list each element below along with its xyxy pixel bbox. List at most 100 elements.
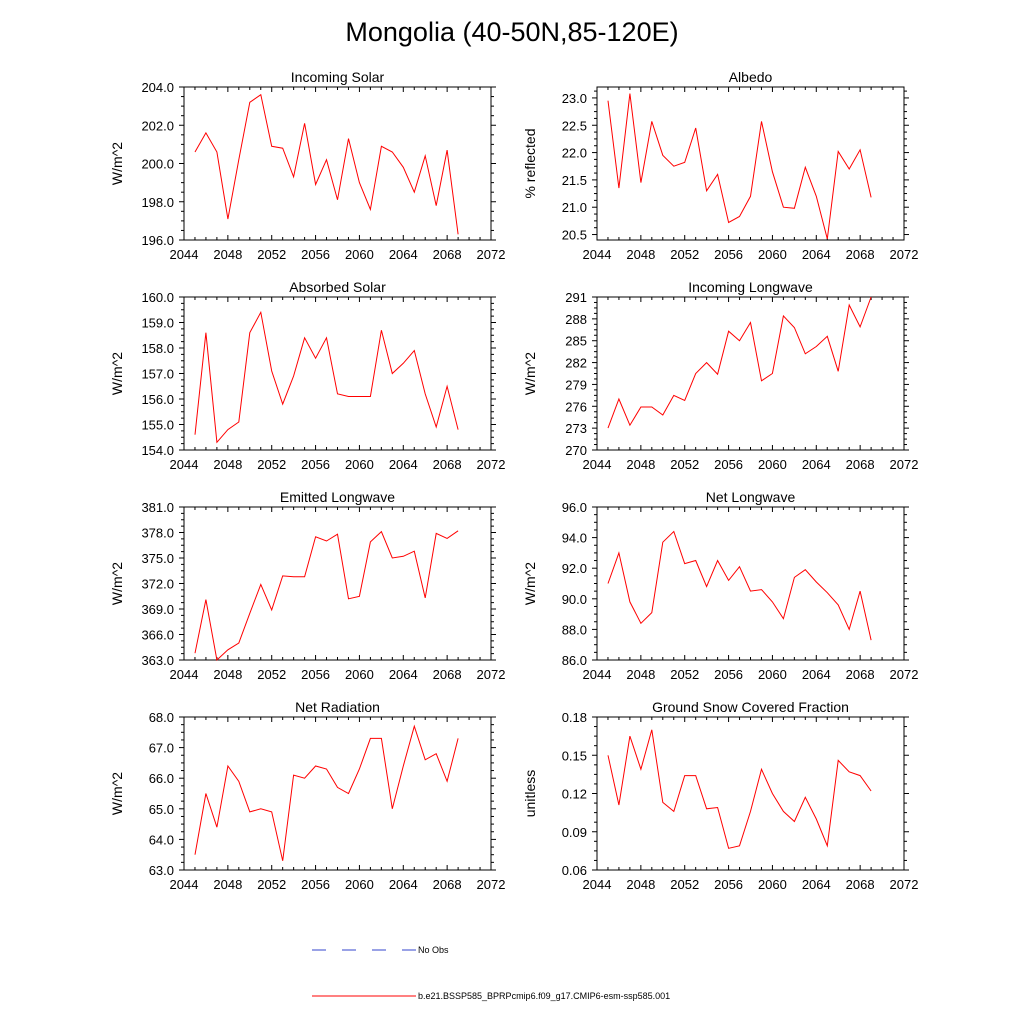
y-tick-label: 94.0 — [562, 531, 587, 546]
y-tick-label: 67.0 — [149, 741, 174, 756]
y-tick-label: 381.0 — [141, 500, 174, 515]
x-tick-label: 2064 — [389, 877, 418, 892]
x-tick-label: 2060 — [758, 877, 787, 892]
y-tick-label: 279 — [565, 377, 587, 392]
y-tick-label: 372.0 — [141, 577, 174, 592]
y-tick-label: 64.0 — [149, 832, 174, 847]
y-tick-label: 158.0 — [141, 341, 174, 356]
y-tick-label: 273 — [565, 421, 587, 436]
chart-title: Net Longwave — [706, 489, 796, 505]
y-tick-label: 276 — [565, 399, 587, 414]
x-tick-label: 2048 — [213, 457, 242, 472]
x-tick-label: 2064 — [389, 457, 418, 472]
y-tick-label: 0.18 — [562, 710, 587, 725]
x-tick-label: 2052 — [257, 667, 286, 682]
legend: No Obs b.e21.BSSP585_BPRPcmip6.f09_g17.C… — [312, 945, 670, 1001]
y-tick-label: 66.0 — [149, 771, 174, 786]
x-tick-label: 2048 — [213, 247, 242, 262]
series-line — [607, 729, 872, 849]
y-tick-label: 0.06 — [562, 863, 587, 878]
x-tick-label: 2060 — [345, 877, 374, 892]
y-tick-label: 285 — [565, 334, 587, 349]
x-tick-label: 2048 — [626, 667, 655, 682]
x-tick-label: 2056 — [714, 247, 743, 262]
y-tick-label: 198.0 — [141, 195, 174, 210]
chart-title: Incoming Longwave — [688, 279, 813, 295]
x-tick-label: 2044 — [170, 667, 199, 682]
x-tick-label: 2056 — [301, 457, 330, 472]
y-tick-label: 21.0 — [562, 200, 587, 215]
y-tick-label: 90.0 — [562, 592, 587, 607]
y-tick-label: 23.0 — [562, 91, 587, 106]
x-tick-label: 2064 — [802, 457, 831, 472]
chart-panel: Net Longwave W/m^2 2044 2048 2052 2056 2060 206… — [522, 489, 918, 682]
x-tick-label: 2056 — [714, 877, 743, 892]
plot-frame — [183, 716, 492, 871]
x-tick-label: 2064 — [389, 247, 418, 262]
y-tick-label: 68.0 — [149, 710, 174, 725]
y-tick-label: 270 — [565, 443, 587, 458]
y-tick-label: 378.0 — [141, 526, 174, 541]
y-axis-label: W/m^2 — [109, 772, 125, 815]
x-tick-label: 2044 — [583, 247, 612, 262]
chart-panel: Net Radiation W/m^2 2044 2048 2052 2056 2060 20… — [109, 699, 505, 892]
y-tick-label: 22.0 — [562, 146, 587, 161]
series-line — [194, 724, 459, 861]
chart-title: Ground Snow Covered Fraction — [652, 699, 849, 715]
x-tick-label: 2060 — [758, 457, 787, 472]
x-tick-label: 2064 — [802, 247, 831, 262]
y-tick-label: 375.0 — [141, 551, 174, 566]
x-tick-label: 2056 — [301, 667, 330, 682]
x-tick-label: 2072 — [477, 667, 506, 682]
x-tick-label: 2048 — [213, 877, 242, 892]
series-line — [194, 310, 459, 444]
x-tick-label: 2072 — [890, 667, 919, 682]
x-tick-label: 2048 — [626, 457, 655, 472]
x-tick-label: 2044 — [170, 877, 199, 892]
y-tick-label: 22.5 — [562, 118, 587, 133]
y-tick-label: 291 — [565, 290, 587, 305]
x-tick-label: 2052 — [670, 457, 699, 472]
series-line — [194, 93, 459, 235]
plot-frame — [183, 296, 492, 451]
y-tick-label: 0.09 — [562, 825, 587, 840]
panel-grid: Incoming Solar W/m^2 2044 2048 2052 2056 2060 2… — [109, 69, 918, 892]
x-tick-label: 2060 — [345, 667, 374, 682]
x-tick-label: 2060 — [345, 247, 374, 262]
x-tick-label: 2044 — [170, 457, 199, 472]
x-tick-label: 2052 — [670, 877, 699, 892]
x-tick-label: 2068 — [433, 457, 462, 472]
x-tick-label: 2052 — [257, 247, 286, 262]
y-tick-label: 363.0 — [141, 653, 174, 668]
plot-frame — [596, 296, 905, 451]
x-tick-label: 2052 — [670, 247, 699, 262]
x-tick-label: 2072 — [890, 457, 919, 472]
y-axis-label: W/m^2 — [522, 352, 538, 395]
y-tick-label: 21.5 — [562, 173, 587, 188]
x-tick-label: 2068 — [846, 457, 875, 472]
x-tick-label: 2044 — [583, 877, 612, 892]
x-tick-label: 2072 — [477, 457, 506, 472]
chart-title: Absorbed Solar — [289, 279, 386, 295]
x-tick-label: 2064 — [802, 667, 831, 682]
x-tick-label: 2048 — [213, 667, 242, 682]
y-axis-label: unitless — [522, 770, 538, 817]
y-tick-label: 154.0 — [141, 443, 174, 458]
y-axis-label: % reflected — [522, 128, 538, 198]
y-tick-label: 159.0 — [141, 316, 174, 331]
y-tick-label: 202.0 — [141, 118, 174, 133]
x-tick-label: 2044 — [583, 457, 612, 472]
y-tick-label: 0.15 — [562, 748, 587, 763]
y-axis-label: W/m^2 — [109, 562, 125, 605]
x-tick-label: 2048 — [626, 877, 655, 892]
y-tick-label: 204.0 — [141, 80, 174, 95]
y-tick-label: 96.0 — [562, 500, 587, 515]
y-tick-label: 63.0 — [149, 863, 174, 878]
x-tick-label: 2056 — [301, 877, 330, 892]
y-tick-label: 160.0 — [141, 290, 174, 305]
x-tick-label: 2068 — [846, 247, 875, 262]
x-tick-label: 2072 — [477, 877, 506, 892]
x-tick-label: 2068 — [433, 667, 462, 682]
x-tick-label: 2052 — [257, 877, 286, 892]
